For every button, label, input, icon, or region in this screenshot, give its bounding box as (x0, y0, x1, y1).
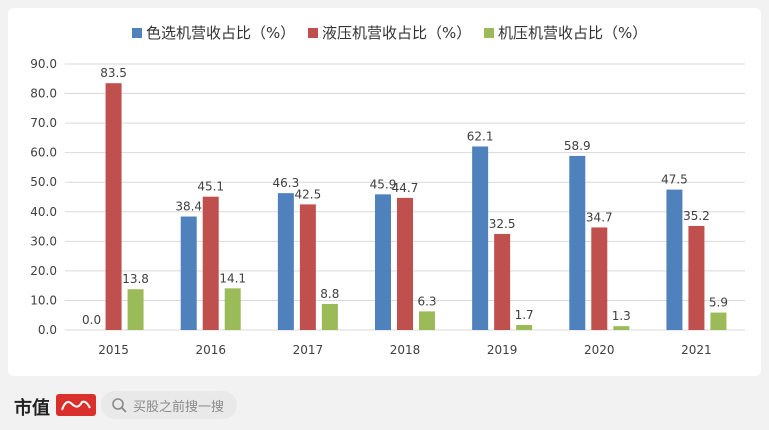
search-icon (112, 398, 127, 413)
data-label: 0.0 (82, 313, 101, 327)
bar (494, 233, 511, 330)
data-label: 6.3 (417, 294, 436, 308)
data-label: 38.4 (175, 200, 202, 214)
y-tick-label: 40.0 (30, 205, 57, 219)
data-label: 34.7 (586, 210, 613, 224)
bar (202, 196, 219, 330)
chart-card: 0.0 10.0 20.0 30.0 40.0 50.0 60.0 70.0 80.0 90.0 0… (8, 8, 761, 376)
data-label: 14.1 (219, 271, 246, 285)
data-label: 45.9 (370, 177, 397, 191)
data-label: 62.1 (467, 129, 494, 143)
data-label: 58.9 (564, 139, 591, 153)
data-label: 35.2 (683, 209, 710, 223)
bar (613, 326, 630, 330)
bar (569, 155, 586, 330)
bar (666, 189, 683, 330)
data-label: 1.3 (612, 309, 631, 323)
x-tick-label: 2016 (195, 343, 226, 357)
legend-entry: 液压机营收占比（%） (322, 24, 471, 42)
legend-swatch (484, 28, 494, 38)
bar (224, 288, 241, 330)
bar (321, 303, 338, 330)
search-input[interactable]: 买股之前搜一搜 (101, 391, 237, 419)
footer-bar: 市值 买股之前搜一搜 (0, 382, 769, 430)
data-label: 46.3 (272, 176, 299, 190)
x-tick-label: 2017 (293, 343, 324, 357)
y-tick-label: 30.0 (30, 234, 57, 248)
x-tick-label: 2015 (98, 343, 129, 357)
bar (591, 227, 608, 330)
y-tick-label: 50.0 (30, 175, 57, 189)
bar (277, 193, 294, 330)
bar (180, 216, 197, 330)
x-tick-label: 2018 (390, 343, 421, 357)
legend-swatch (308, 28, 318, 38)
y-tick-label: 90.0 (30, 57, 57, 71)
x-tick-label: 2019 (487, 343, 518, 357)
legend-entry: 机压机营收占比（%） (498, 24, 647, 42)
bar (472, 146, 489, 330)
data-label: 13.8 (122, 272, 149, 286)
data-label: 45.1 (197, 180, 224, 194)
bar (299, 204, 316, 330)
bar (710, 312, 727, 330)
search-placeholder: 买股之前搜一搜 (133, 399, 225, 415)
data-label: 8.8 (320, 287, 339, 301)
y-tick-label: 60.0 (30, 146, 57, 160)
y-tick-label: 10.0 (30, 293, 57, 307)
data-label: 47.5 (661, 173, 688, 187)
y-tick-label: 70.0 (30, 116, 57, 130)
brand-logo-text: 市值 (14, 398, 50, 419)
bar (516, 324, 533, 330)
bar-chart: 0.0 10.0 20.0 30.0 40.0 50.0 60.0 70.0 80.0 90.0 0… (30, 24, 745, 357)
data-label: 42.5 (294, 187, 321, 201)
legend-swatch (132, 28, 142, 38)
bar (105, 83, 122, 330)
bar (688, 225, 705, 330)
y-tick-label: 20.0 (30, 264, 57, 278)
data-label: 44.7 (392, 181, 419, 195)
x-tick-label: 2020 (584, 343, 615, 357)
bar (397, 197, 413, 330)
data-label: 83.5 (100, 66, 127, 80)
bar (375, 194, 391, 330)
data-label: 1.7 (515, 308, 534, 322)
data-label: 5.9 (709, 296, 728, 310)
bar (419, 311, 435, 330)
y-tick-label: 0.0 (38, 323, 57, 337)
x-tick-label: 2021 (681, 343, 712, 357)
data-label: 32.5 (489, 217, 516, 231)
legend-entry: 色选机营收占比（%） (146, 24, 295, 42)
brand-logo-mark (56, 394, 96, 416)
y-tick-label: 80.0 (30, 87, 57, 101)
bar (127, 289, 144, 330)
